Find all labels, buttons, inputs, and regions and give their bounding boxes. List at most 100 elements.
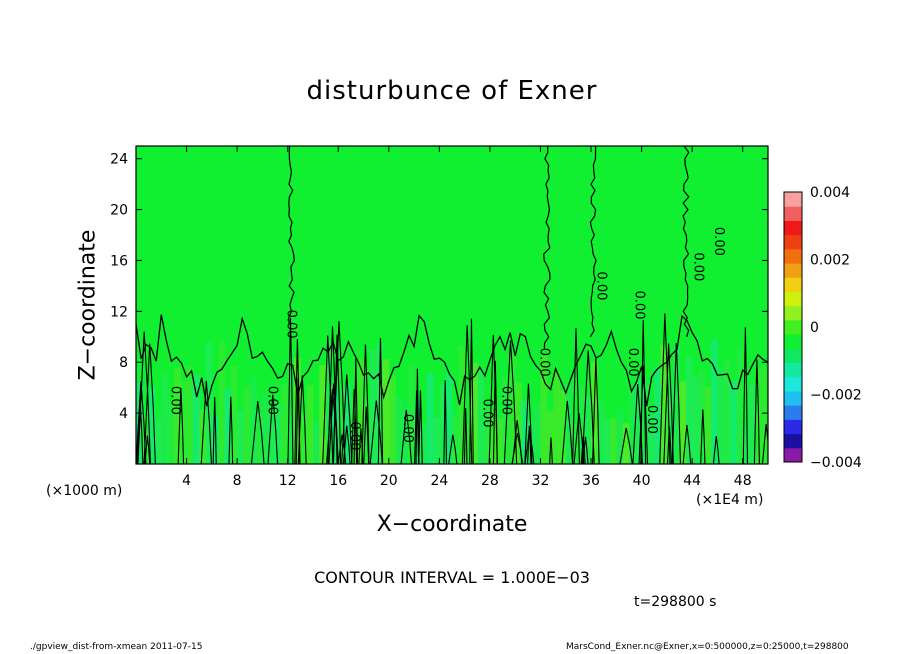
contour-line <box>580 436 586 464</box>
contour-line <box>549 437 553 464</box>
contour-line <box>753 359 760 464</box>
contour-label: 0.00 <box>265 386 280 415</box>
x-tick-label: 4 <box>182 473 191 489</box>
contour-labels: 0.00 0.00 0.00 0.00 0.00 0.00 0.00 0.00 0.00 0.00… <box>167 227 726 451</box>
contour-label: 0.00 <box>625 348 640 377</box>
field-cell <box>749 384 756 464</box>
colorbar-tick-label: 0.002 <box>810 253 850 269</box>
field-cell <box>249 377 257 464</box>
field-cell <box>306 385 314 464</box>
field-cell <box>597 401 605 464</box>
colorbar-swatch <box>784 405 802 420</box>
x-tick-label: 12 <box>279 473 297 489</box>
contour-line <box>443 380 448 464</box>
field-cell <box>426 373 434 464</box>
contour-label: 0.00 <box>499 386 514 415</box>
contour-label: 0.00 <box>711 227 726 256</box>
contour-line <box>363 406 370 464</box>
colorbar-swatch <box>784 263 802 278</box>
footer-source: MarsCond_Exner.nc@Exner,x=0:500000,z=0:2… <box>566 642 849 652</box>
contour-line <box>663 343 674 464</box>
field-cell <box>192 375 200 464</box>
field-cell <box>395 397 402 464</box>
colorbar-tick-label: 0.004 <box>810 185 850 201</box>
field-cell <box>205 342 213 464</box>
x-tick-label: 32 <box>532 473 550 489</box>
field-cell <box>622 423 630 464</box>
field-cell <box>268 418 276 464</box>
colorbar-swatch <box>784 206 802 221</box>
field-cell <box>578 385 586 464</box>
field-cell <box>344 385 352 464</box>
x-tick-label: 44 <box>683 473 701 489</box>
contour-line <box>400 409 413 464</box>
colorbar-swatch <box>784 334 802 349</box>
x-tick-label: 24 <box>430 473 448 489</box>
field-cell <box>489 410 497 464</box>
field-cell <box>673 346 681 464</box>
field-cell <box>553 370 560 464</box>
contour-label: 0.00 <box>347 422 362 451</box>
colorbar-swatch <box>784 390 802 406</box>
contour-line <box>561 400 574 464</box>
field-cell <box>761 365 768 464</box>
contour-line <box>488 334 498 464</box>
field-cell <box>154 418 162 464</box>
contour-line <box>361 344 370 464</box>
field-cell <box>401 406 409 464</box>
contour-line <box>143 343 156 464</box>
time-stamp: t=298800 s <box>634 594 717 610</box>
colorbar-swatch <box>784 248 802 264</box>
field-cell <box>540 355 548 464</box>
x-axis-unit-right: (×1E4 m) <box>696 492 764 508</box>
contour-line <box>589 146 597 338</box>
contour-line <box>377 337 384 464</box>
field-cell <box>711 339 718 464</box>
colorbar-swatch <box>784 192 802 207</box>
field-cell <box>496 418 504 464</box>
contour-line <box>250 401 265 464</box>
contour-label: 0.00 <box>691 252 706 281</box>
field-cell <box>388 376 396 464</box>
field-cell <box>173 367 181 464</box>
contour-label: 0.00 <box>536 348 551 377</box>
field-cell <box>515 381 523 464</box>
y-tick-label: 20 <box>110 203 128 219</box>
colorbar: 0.004 0.002 0 −0.002 −0.004 <box>783 185 862 471</box>
contour-line <box>418 390 423 464</box>
field-cell <box>218 340 225 464</box>
field-cell <box>698 369 706 464</box>
footer-command: ./gpview_dist-from-xmean 2011-07-15 <box>30 642 203 652</box>
field-cell <box>300 413 308 464</box>
contour-label: 0.00 <box>644 405 659 434</box>
contour-line <box>761 423 768 464</box>
x-axis-unit-left: (×1000 m) <box>46 483 123 499</box>
colorbar-tick-label: −0.004 <box>810 455 862 471</box>
field-cell <box>654 366 662 464</box>
colorbar-tick-label: −0.002 <box>810 388 862 404</box>
contour-line <box>742 327 749 464</box>
contour-line <box>200 380 212 464</box>
field-cell <box>692 377 699 464</box>
field-cell <box>357 359 365 464</box>
colorbar-swatch <box>784 305 802 321</box>
field-cell <box>243 386 251 464</box>
y-tick-label: 8 <box>119 355 128 371</box>
field-cell <box>635 377 643 464</box>
x-tick-label: 20 <box>380 473 398 489</box>
x-tick-label: 28 <box>481 473 499 489</box>
field-cell <box>742 421 750 464</box>
colorbar-frame <box>783 191 803 463</box>
contour-line <box>414 390 420 464</box>
chart-title: disturbunce of Exner <box>306 76 598 106</box>
field-cell <box>382 359 390 464</box>
field-cell <box>275 404 282 464</box>
y-axis: 4 8 12 16 20 24 <box>110 152 768 422</box>
colorbar-tick-label: 0 <box>810 320 819 336</box>
contour-line <box>351 389 358 464</box>
field-cell <box>338 386 346 464</box>
field-cell <box>559 389 567 464</box>
contour-line <box>461 325 473 464</box>
contour-label: 0.00 <box>284 310 299 339</box>
contour-line <box>682 146 690 337</box>
